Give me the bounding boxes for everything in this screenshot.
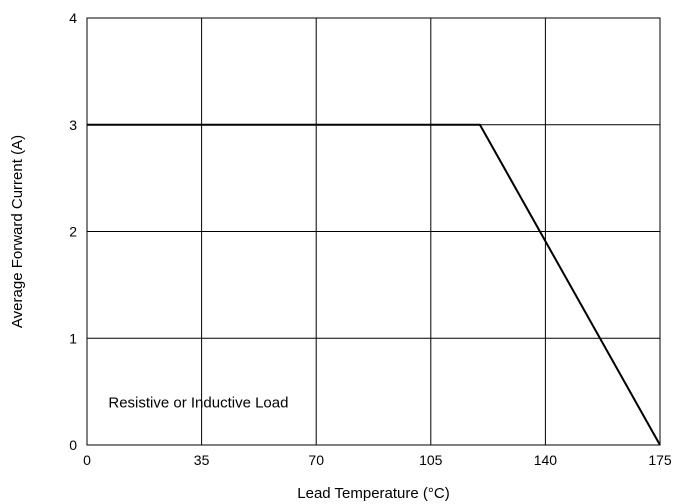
x-tick-labels: 0 35 70 105 140 175 [83,452,672,468]
y-tick-label-3: 3 [69,117,77,133]
y-tick-labels: 0 1 2 3 4 [69,10,77,453]
x-axis-title: Lead Temperature (°C) [297,485,449,502]
x-tick-label-5: 175 [648,452,672,468]
y-tick-label-1: 1 [69,330,77,346]
y-axis-title: Average Forward Current (A) [9,135,26,328]
y-tick-label-4: 4 [69,10,77,26]
x-tick-label-4: 140 [534,452,558,468]
annotation-resistive-inductive-load: Resistive or Inductive Load [108,394,288,411]
y-tick-label-0: 0 [69,437,77,453]
x-tick-label-0: 0 [83,452,91,468]
x-tick-label-2: 70 [308,452,324,468]
y-tick-label-2: 2 [69,224,77,240]
grid-lines [87,18,660,445]
x-tick-label-3: 105 [419,452,443,468]
x-tick-label-1: 35 [194,452,210,468]
